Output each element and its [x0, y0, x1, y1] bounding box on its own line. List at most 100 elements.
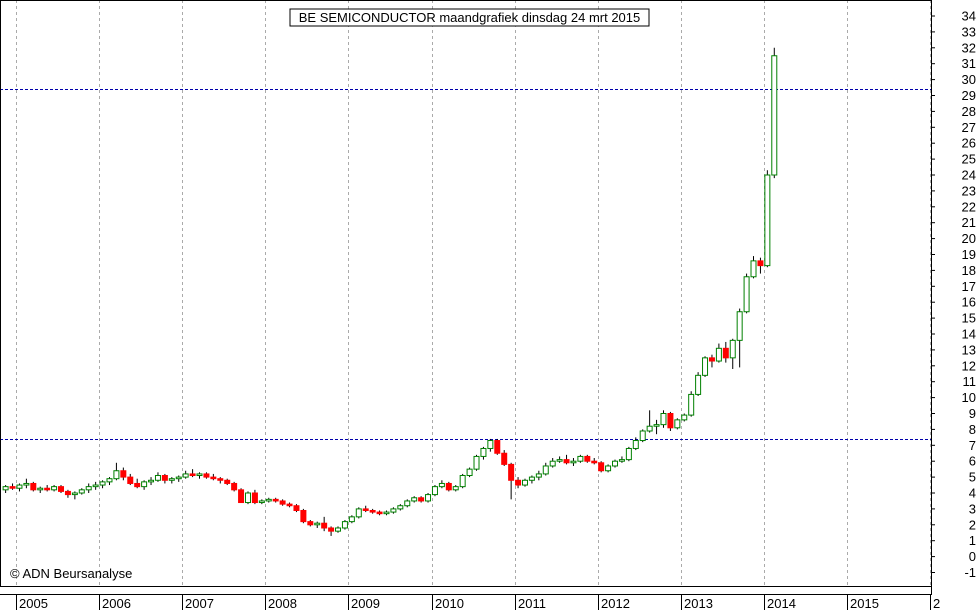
- candle: [570, 458, 577, 466]
- y-tick-label: 1: [969, 533, 976, 548]
- candle-body-up: [148, 479, 155, 483]
- candle: [16, 483, 23, 492]
- y-tick-label: 29: [962, 88, 976, 103]
- watermark: © ADN Beursanalyse: [10, 566, 132, 581]
- chart-title: BE SEMICONDUCTOR maandgrafiek dinsdag 24…: [299, 10, 641, 25]
- candle: [702, 356, 709, 377]
- candle-body-up: [314, 522, 321, 526]
- y-tick-label: 6: [969, 454, 976, 469]
- candle-body-up: [632, 440, 639, 449]
- candle-body-up: [113, 470, 120, 480]
- candle-body-up: [404, 500, 411, 507]
- candle: [383, 510, 390, 516]
- candle: [618, 456, 625, 463]
- candle-body-down: [300, 509, 307, 523]
- candle: [148, 477, 155, 486]
- candle: [376, 510, 383, 516]
- x-tick-label: 2005: [19, 596, 48, 610]
- candle-body-down: [369, 509, 376, 513]
- candle: [341, 520, 348, 530]
- candle: [134, 478, 141, 489]
- candle-body-up: [702, 357, 709, 376]
- candle: [141, 480, 148, 490]
- candle: [154, 472, 161, 482]
- candle: [667, 411, 674, 431]
- candle: [210, 473, 217, 481]
- y-tick-label: 11: [963, 374, 977, 389]
- x-tick-label: 2006: [102, 596, 131, 610]
- candle: [258, 499, 265, 505]
- y-tick-label: 20: [962, 231, 976, 246]
- x-tick-label: 2009: [351, 596, 380, 610]
- candle-body-down: [189, 473, 196, 477]
- candle: [757, 257, 764, 274]
- candle-body-down: [708, 357, 715, 362]
- candle: [244, 491, 251, 505]
- candle: [750, 256, 757, 279]
- candle-body-down: [64, 490, 71, 496]
- candle: [390, 507, 397, 514]
- chart-title-box: BE SEMICONDUCTOR maandgrafiek dinsdag 24…: [289, 8, 650, 27]
- candle: [224, 478, 231, 486]
- candle-body-up: [660, 413, 667, 426]
- candle: [168, 477, 175, 484]
- candle-body-up: [452, 486, 459, 491]
- grid-lines: [16, 0, 931, 587]
- candle-body-up: [653, 424, 660, 427]
- candle: [764, 170, 771, 268]
- candle-body-up: [487, 440, 494, 449]
- candle: [508, 462, 515, 500]
- candle: [362, 505, 369, 513]
- candle-body-down: [9, 486, 16, 489]
- candle-body-up: [348, 516, 355, 523]
- candle-body-up: [99, 481, 106, 486]
- candle-body-down: [515, 479, 522, 486]
- y-tick-label: 28: [962, 104, 976, 119]
- x-tick-label: 2015: [850, 596, 879, 610]
- candle: [161, 473, 168, 484]
- candle: [92, 481, 99, 490]
- candle-body-down: [231, 482, 238, 491]
- candle: [722, 341, 729, 363]
- candle: [528, 475, 535, 484]
- candle-body-down: [217, 478, 224, 481]
- candle: [480, 446, 487, 460]
- candle: [605, 464, 612, 473]
- candle-body-up: [438, 482, 445, 488]
- candle: [521, 478, 528, 487]
- y-tick-label: 19: [962, 247, 976, 262]
- candle: [646, 410, 653, 433]
- candle-body-down: [598, 462, 605, 472]
- y-tick-label: 27: [962, 120, 976, 135]
- candle-body-down: [376, 511, 383, 515]
- candle-body-down: [224, 479, 231, 484]
- candle: [736, 308, 743, 368]
- candle-body-up: [425, 494, 432, 502]
- candle-body-up: [646, 425, 653, 432]
- candle: [549, 458, 556, 468]
- candle: [612, 459, 619, 468]
- y-tick-label: 12: [962, 358, 976, 373]
- candle: [307, 520, 314, 527]
- candle: [535, 470, 542, 481]
- candle-body-up: [535, 473, 542, 478]
- candle: [715, 343, 722, 363]
- candle-body-up: [570, 460, 577, 464]
- candle-body-up: [258, 500, 265, 504]
- y-tick-label: 5: [969, 470, 976, 485]
- candle: [584, 454, 591, 463]
- candle: [71, 491, 78, 500]
- y-tick-label: 8: [969, 422, 976, 437]
- candle-body-down: [238, 489, 245, 504]
- candle: [563, 454, 570, 465]
- candle: [196, 472, 203, 479]
- candle: [251, 489, 258, 505]
- candle: [577, 454, 584, 463]
- candle-body-up: [265, 498, 272, 502]
- candle: [771, 47, 778, 179]
- candle-body-up: [681, 414, 688, 421]
- candle-body-down: [508, 463, 515, 481]
- candle: [369, 508, 376, 514]
- candle: [265, 497, 272, 503]
- candle-body-up: [168, 478, 175, 481]
